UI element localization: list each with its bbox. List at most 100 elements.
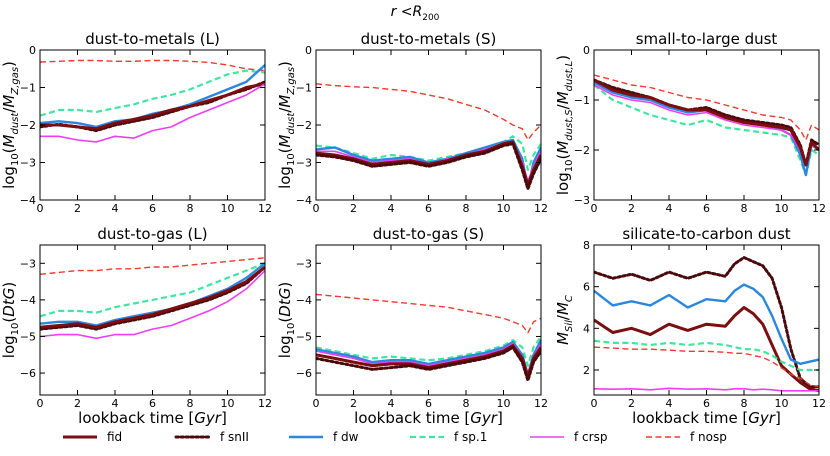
- x-tick-label: 6: [149, 397, 156, 410]
- x-tick-label: 10: [775, 202, 789, 215]
- panel-title: dust-to-metals (L): [85, 30, 220, 48]
- y-tick-label: −1: [296, 82, 312, 95]
- y-tick-label: 2: [583, 364, 590, 377]
- chart-panel-1: 0 2 4 6 8 10 12 0 −1 −2 −3 −4 dust-to-metals (L) log1…: [0, 30, 272, 215]
- legend-item-nosp: f nosp: [646, 430, 727, 444]
- x-tick-label: 4: [112, 397, 119, 410]
- y-tick-label: −2: [20, 119, 36, 132]
- x-tick-label: 10: [775, 397, 789, 410]
- x-tick-label: 4: [112, 202, 119, 215]
- y-tick-label: −4: [20, 294, 36, 307]
- x-tick-label: 4: [388, 202, 395, 215]
- x-tick-label: 10: [497, 397, 511, 410]
- series-line-sp1: [40, 262, 265, 318]
- x-axis-label: lookback time [Gyr]: [78, 409, 227, 427]
- legend-label: f snII: [220, 430, 249, 444]
- x-tick-label: 12: [534, 397, 548, 410]
- series-line-dw: [40, 262, 265, 327]
- x-tick-label: 6: [425, 397, 432, 410]
- legend-item-crsp: f crsp: [530, 430, 607, 444]
- y-tick-label: −6: [296, 367, 312, 380]
- x-tick-label: 0: [37, 397, 44, 410]
- legend-item-sp1: f sp.1: [410, 430, 487, 444]
- x-axis-label: lookback time [Gyr]: [354, 409, 503, 427]
- x-tick-label: 2: [74, 202, 81, 215]
- series-line-crsp: [40, 83, 265, 143]
- series-line-nosp: [594, 74, 819, 141]
- series-line-nosp: [594, 346, 819, 388]
- x-tick-label: 0: [591, 202, 598, 215]
- series-line-sp1: [40, 69, 265, 117]
- x-tick-label: 2: [350, 397, 357, 410]
- x-tick-label: 4: [666, 397, 673, 410]
- y-tick-label: −4: [296, 194, 312, 207]
- legend-item-dw: f dw: [289, 430, 359, 444]
- x-tick-label: 12: [534, 202, 548, 215]
- series-line-fid: [594, 78, 819, 167]
- chart-panel-2: 0 2 4 6 8 10 12 0 −1 −2 −3 −4 dust-to-metals (S) log1…: [276, 30, 548, 215]
- x-tick-label: 10: [497, 202, 511, 215]
- x-tick-label: 2: [628, 202, 635, 215]
- series-line-fid: [40, 82, 265, 131]
- x-tick-label: 0: [591, 397, 598, 410]
- x-tick-label: 8: [741, 202, 748, 215]
- x-tick-label: 12: [812, 202, 826, 215]
- y-tick-label: 0: [583, 44, 590, 57]
- x-tick-label: 8: [187, 202, 194, 215]
- x-tick-label: 6: [703, 202, 710, 215]
- plot-frame: [39, 49, 266, 201]
- x-tick-label: 4: [666, 202, 673, 215]
- x-tick-label: 12: [812, 397, 826, 410]
- x-tick-label: 12: [258, 397, 272, 410]
- y-tick-label: 0: [305, 44, 312, 57]
- y-tick-label: 6: [583, 281, 590, 294]
- x-tick-label: 6: [425, 202, 432, 215]
- panel-title: silicate-to-carbon dust: [622, 225, 790, 243]
- x-tick-label: 2: [350, 202, 357, 215]
- x-tick-label: 10: [221, 397, 235, 410]
- series-line-snII: [316, 142, 541, 191]
- legend-label: f sp.1: [454, 430, 487, 444]
- series-line-nosp: [40, 59, 265, 72]
- y-tick-label: −3: [296, 257, 312, 270]
- y-tick-label: −4: [296, 294, 312, 307]
- x-tick-label: 0: [313, 397, 320, 410]
- x-tick-label: 0: [37, 202, 44, 215]
- y-tick-label: −5: [20, 330, 36, 343]
- series-line-snII: [316, 345, 541, 382]
- y-tick-label: −3: [20, 257, 36, 270]
- x-axis-label: lookback time [Gyr]: [632, 409, 781, 427]
- series-line-crsp: [594, 387, 819, 392]
- series-line-fid: [316, 140, 541, 187]
- series-line-crsp: [40, 270, 265, 340]
- plot-frame: [39, 244, 266, 396]
- x-tick-label: 6: [703, 397, 710, 410]
- series-line-snII: [40, 265, 265, 331]
- y-tick-label: −1: [20, 82, 36, 95]
- y-tick-label: 8: [583, 239, 590, 252]
- panel-title: dust-to-gas (L): [97, 225, 207, 243]
- chart-panel-3: 0 2 4 6 8 10 12 0 −1 −2 −3 small-to-large dust log10…: [554, 30, 826, 215]
- series-line-nosp: [40, 257, 265, 275]
- panel-title: small-to-large dust: [636, 30, 778, 48]
- x-tick-label: 6: [149, 202, 156, 215]
- panel-title: dust-to-metals (S): [361, 30, 497, 48]
- y-tick-label: 0: [29, 44, 36, 57]
- series-line-dw: [594, 283, 819, 365]
- y-tick-label: −3: [296, 157, 312, 170]
- series-line-nosp: [316, 293, 541, 334]
- series-line-nosp: [316, 83, 541, 141]
- y-axis-label: log10(Mdust,S/Mdust,L): [554, 55, 575, 195]
- y-tick-label: −3: [20, 157, 36, 170]
- y-tick-label: −3: [574, 194, 590, 207]
- legend-label: f dw: [333, 430, 359, 444]
- series-line-dw: [40, 64, 265, 129]
- y-axis-label: log10(Mdust/MZ,gas): [0, 61, 21, 189]
- y-tick-label: 4: [583, 322, 590, 335]
- plot-frame: [315, 49, 542, 201]
- legend-label: fid: [107, 430, 122, 444]
- y-axis-label: MSil/MC: [554, 295, 575, 345]
- y-tick-label: −2: [574, 144, 590, 157]
- y-axis-label: log10(DtG): [276, 282, 297, 358]
